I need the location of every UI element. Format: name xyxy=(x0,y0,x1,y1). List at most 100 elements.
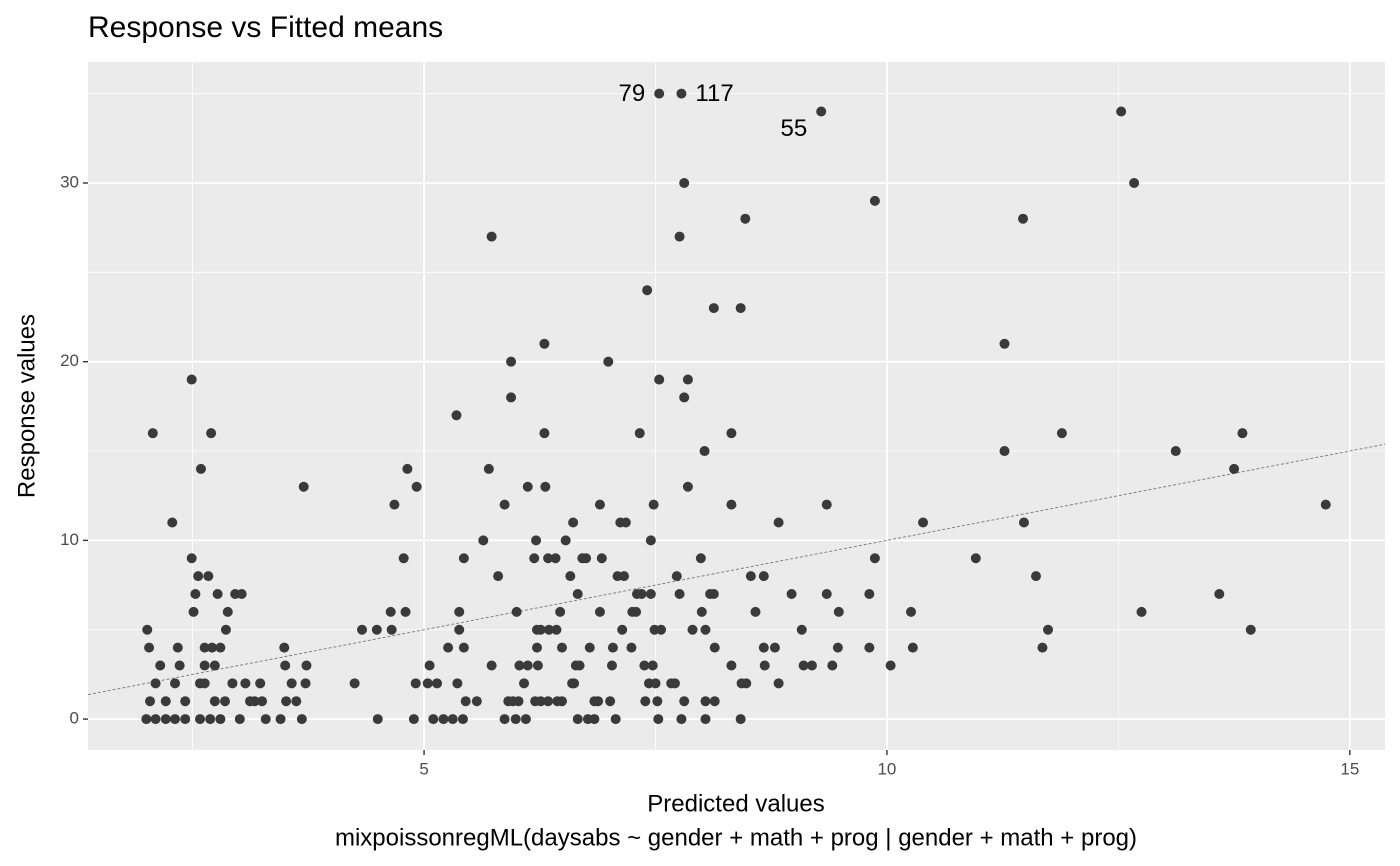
point xyxy=(186,553,197,564)
point xyxy=(389,499,400,510)
point xyxy=(821,499,832,510)
point xyxy=(1018,517,1029,528)
point xyxy=(679,696,690,707)
point xyxy=(682,374,693,385)
point xyxy=(298,481,309,492)
point xyxy=(245,696,256,707)
point xyxy=(203,571,214,582)
point xyxy=(535,696,546,707)
point-label: 55 xyxy=(781,115,808,142)
point xyxy=(551,624,562,635)
point xyxy=(906,606,917,617)
point xyxy=(645,588,656,599)
point xyxy=(207,642,218,653)
point xyxy=(642,285,653,296)
point xyxy=(1056,428,1067,439)
point xyxy=(806,660,817,671)
point xyxy=(798,660,809,671)
point xyxy=(869,195,880,206)
point xyxy=(708,588,719,599)
point xyxy=(679,392,690,403)
point xyxy=(499,499,510,510)
point xyxy=(634,428,645,439)
point xyxy=(759,660,770,671)
x-tick-label: 5 xyxy=(419,759,428,778)
point xyxy=(520,714,531,725)
point xyxy=(556,696,567,707)
point xyxy=(676,714,687,725)
point xyxy=(458,553,469,564)
point xyxy=(593,696,604,707)
point xyxy=(654,88,665,99)
point xyxy=(190,588,201,599)
point xyxy=(543,553,554,564)
point xyxy=(543,696,554,707)
point xyxy=(700,696,711,707)
point xyxy=(918,517,929,528)
point xyxy=(907,642,918,653)
point xyxy=(827,660,838,671)
point xyxy=(726,660,737,671)
x-tick-label: 15 xyxy=(1340,759,1359,778)
point xyxy=(286,678,297,689)
point xyxy=(144,642,155,653)
point xyxy=(275,714,286,725)
point xyxy=(620,517,631,528)
point xyxy=(443,642,454,653)
point xyxy=(617,624,628,635)
point xyxy=(735,714,746,725)
point xyxy=(255,678,266,689)
point xyxy=(180,696,191,707)
point xyxy=(486,660,497,671)
point xyxy=(483,463,494,474)
point xyxy=(386,624,397,635)
point xyxy=(499,714,510,725)
point xyxy=(594,499,605,510)
point xyxy=(709,696,720,707)
y-tick-label: 0 xyxy=(70,709,79,728)
point xyxy=(199,660,210,671)
point xyxy=(519,678,530,689)
point xyxy=(735,303,746,314)
point xyxy=(653,714,664,725)
point xyxy=(503,696,514,707)
point xyxy=(531,535,542,546)
point xyxy=(188,606,199,617)
point xyxy=(970,553,981,564)
point xyxy=(522,481,533,492)
point xyxy=(816,106,827,117)
point xyxy=(142,624,153,635)
point xyxy=(626,642,637,653)
point xyxy=(864,588,875,599)
point xyxy=(471,696,482,707)
point xyxy=(565,571,576,582)
point xyxy=(452,678,463,689)
point xyxy=(486,231,497,242)
point xyxy=(451,410,462,421)
point xyxy=(572,588,583,599)
point xyxy=(281,696,292,707)
point xyxy=(640,696,651,707)
point xyxy=(594,606,605,617)
point xyxy=(234,714,245,725)
point xyxy=(167,517,178,528)
point xyxy=(180,714,191,725)
point xyxy=(506,356,517,367)
point xyxy=(656,624,667,635)
x-axis-title: Predicted values xyxy=(647,790,824,817)
point xyxy=(432,678,443,689)
point xyxy=(745,571,756,582)
point xyxy=(758,642,769,653)
point-label: 117 xyxy=(695,80,733,107)
point xyxy=(631,606,642,617)
point xyxy=(709,642,720,653)
point xyxy=(606,660,617,671)
point xyxy=(682,481,693,492)
point xyxy=(639,660,650,671)
point xyxy=(1214,588,1225,599)
point xyxy=(607,642,618,653)
point xyxy=(372,714,383,725)
point xyxy=(209,696,220,707)
